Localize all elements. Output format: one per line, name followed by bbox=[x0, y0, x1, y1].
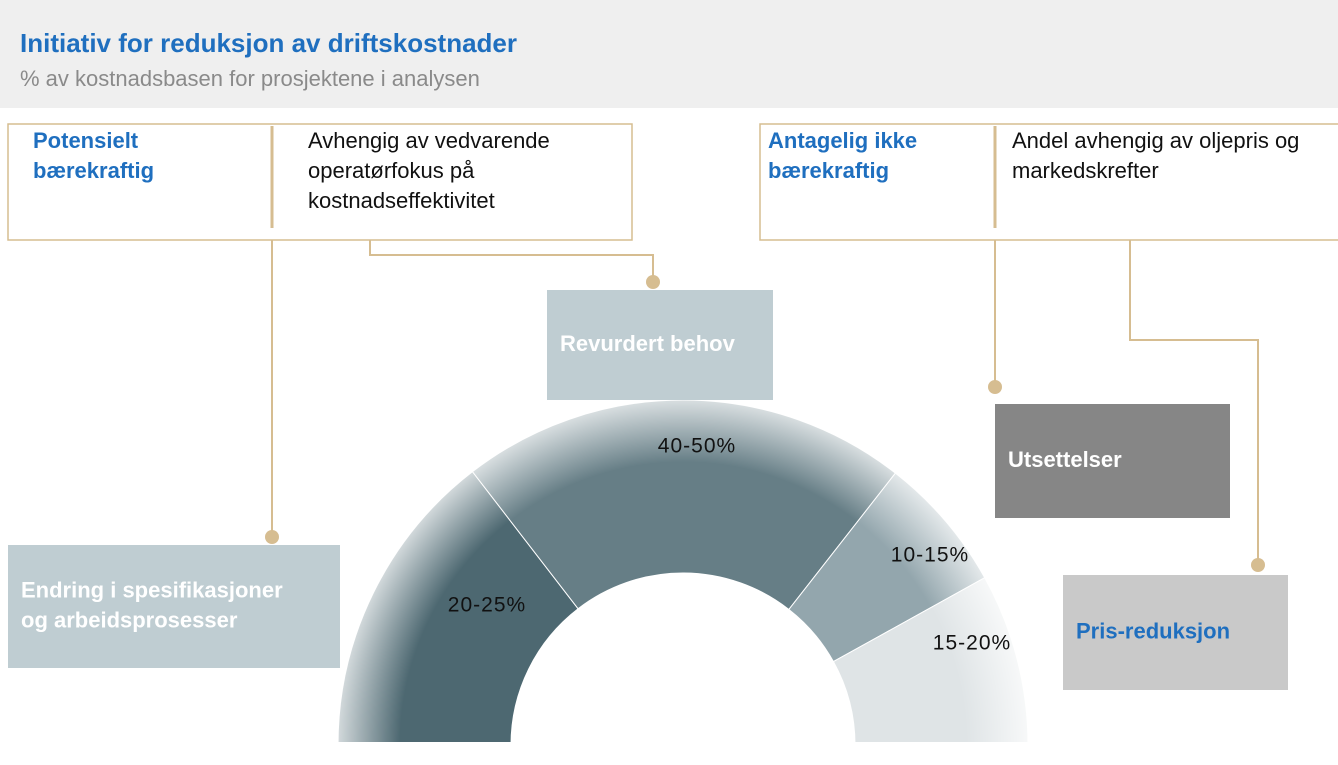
connector-dot bbox=[265, 530, 279, 544]
label: Avhengig av vedvarende operatørfokus på ko… bbox=[308, 128, 550, 213]
label: Endring i spesifikasjoner og arbeidsprose… bbox=[21, 577, 283, 632]
segment-label: 15-20% bbox=[933, 632, 1011, 655]
label: Antagelig ikke bærekraftig bbox=[768, 128, 917, 183]
segment-fade bbox=[338, 400, 1028, 745]
connector bbox=[369, 240, 654, 282]
label: Potensielt bærekraftig bbox=[33, 128, 154, 183]
title: Initiativ for reduksjon av driftskostnad… bbox=[20, 28, 517, 58]
connector-dot bbox=[646, 275, 660, 289]
segment-label: 10-15% bbox=[891, 544, 969, 567]
connector bbox=[1129, 240, 1259, 565]
label: Pris-reduksjon bbox=[1076, 618, 1230, 643]
segment-label: 40-50% bbox=[658, 435, 736, 458]
label: Andel avhengig av oljepris og markedskref… bbox=[1012, 128, 1299, 183]
subtitle: % av kostnadsbasen for prosjektene i ana… bbox=[20, 66, 480, 91]
connector-dot bbox=[1251, 558, 1265, 572]
callout-box bbox=[995, 404, 1230, 518]
header-band bbox=[0, 0, 1338, 108]
callout-box bbox=[547, 290, 773, 400]
baseline-mask bbox=[0, 742, 1338, 760]
legend-box bbox=[7, 123, 633, 241]
callout-box bbox=[8, 545, 340, 668]
callout-box bbox=[1063, 575, 1288, 690]
label: Utsettelser bbox=[1008, 447, 1122, 472]
segment-label: 20-25% bbox=[448, 594, 526, 617]
legend-box bbox=[759, 123, 1338, 241]
connector-dot bbox=[988, 380, 1002, 394]
label: Revurdert behov bbox=[560, 331, 736, 356]
